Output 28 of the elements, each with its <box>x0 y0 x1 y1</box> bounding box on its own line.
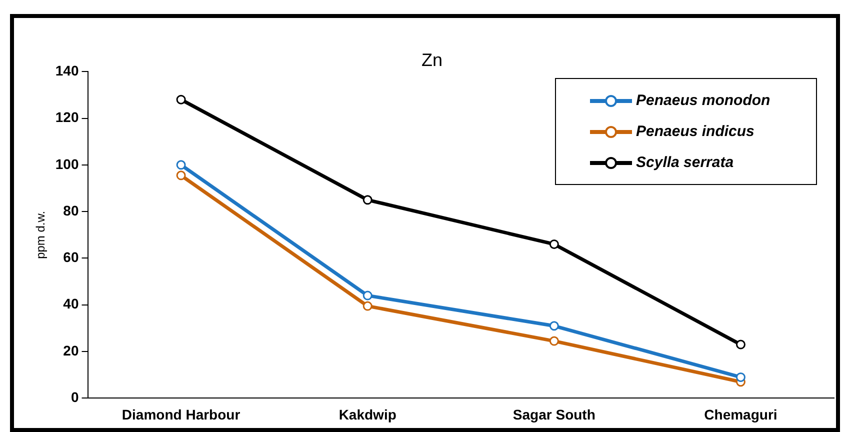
point <box>176 160 186 170</box>
y-tick-label: 60 <box>63 249 79 266</box>
point <box>736 340 746 350</box>
y-tick-label: 100 <box>55 156 79 172</box>
point <box>362 301 372 311</box>
x-tick-label: Sagar South <box>512 406 596 422</box>
point <box>549 239 559 249</box>
legend-label: Penaeus indicus <box>636 123 754 140</box>
legend-label: Scylla serrata <box>636 154 734 171</box>
y-tick-label: 120 <box>55 109 79 126</box>
y-tick-label: 0 <box>70 389 79 406</box>
x-tick-label: Diamond Harbour <box>122 406 241 422</box>
point <box>549 321 559 331</box>
point <box>736 372 746 382</box>
y-tick-label: 140 <box>55 62 79 78</box>
chart-title: Zn <box>421 50 443 70</box>
x-tick-label: Chemaguri <box>704 406 778 422</box>
y-tick-label: 40 <box>63 296 79 312</box>
point <box>362 290 372 300</box>
y-tick-label: 80 <box>63 202 79 218</box>
legend-label: Penaeus monodon <box>636 92 770 109</box>
point <box>549 336 559 346</box>
point <box>176 94 186 104</box>
x-tick-label: Kakdwip <box>338 406 396 422</box>
y-tick-label: 20 <box>63 342 79 358</box>
point <box>362 195 372 205</box>
point <box>176 170 186 180</box>
y-axis-title: ppm d.w. <box>34 210 48 259</box>
